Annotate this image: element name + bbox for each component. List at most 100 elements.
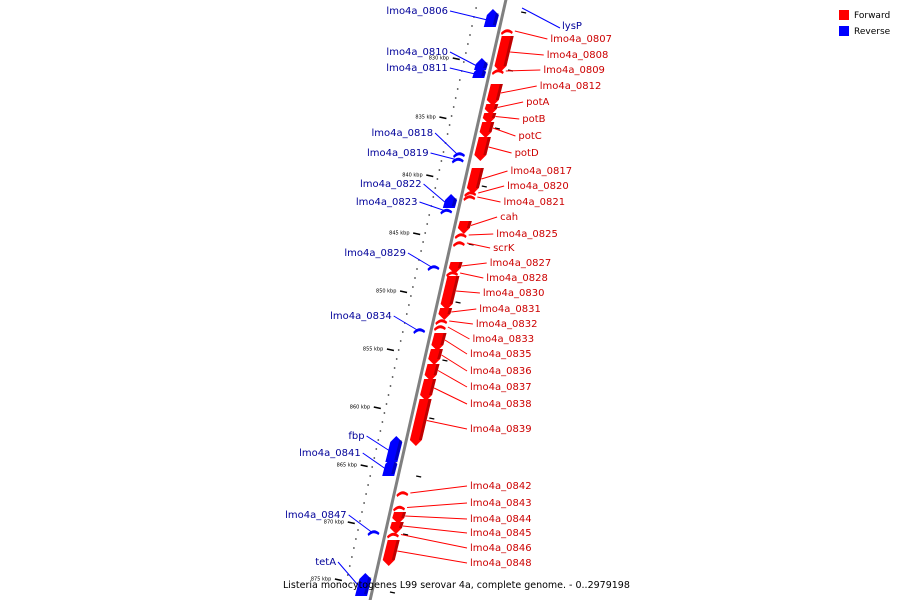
gene-lmo4a_0827-shade [457, 262, 463, 268]
scale-dot [385, 403, 388, 405]
gene-lmo4a_0822-shape [442, 194, 458, 208]
gene-lmo4a_0817-shade [475, 168, 484, 188]
scale-dot [395, 358, 398, 360]
scale-tick-label: 855 kbp [363, 347, 383, 353]
gene-fbp-shade [394, 440, 403, 460]
scale-dot [379, 430, 382, 432]
scale-dot [408, 304, 410, 306]
gene-lmo4a_0817-shape [466, 168, 484, 194]
gene-label-lmo4a_0848: lmo4a_0848 [470, 558, 532, 569]
gene-label-lmo4a_0820: lmo4a_0820 [507, 181, 569, 192]
leader-line-lmo4a_0838 [433, 387, 468, 405]
gene-potC-shade [488, 122, 495, 132]
legend-swatch-reverse [839, 26, 849, 36]
leader-line-lmo4a_0820 [478, 185, 505, 194]
gene-lmo4a_0806 [483, 9, 499, 27]
minor-tick [389, 591, 396, 594]
gene-lmo4a_0809 [491, 69, 504, 75]
leader-line-fbp [366, 435, 391, 452]
gene-cah-shade [466, 221, 472, 228]
scale-dot [446, 133, 449, 135]
scale-dot [414, 277, 416, 279]
gene-potD-shade [483, 137, 491, 155]
scale-dot [436, 178, 439, 180]
scale-tick-label: 830 kbp [429, 56, 449, 62]
gene-potC-shape [479, 122, 495, 138]
gene-label-lmo4a_0841: lmo4a_0841 [299, 448, 361, 459]
leader-line-lmo4a_0810 [449, 51, 478, 67]
scale-dot [471, 25, 473, 27]
scale-dot [344, 583, 347, 585]
gene-lmo4a_0837-shape [424, 364, 440, 381]
gene-label-lmo4a_0817: lmo4a_0817 [511, 166, 573, 177]
gene-lmo4a_0830-shape [440, 276, 460, 310]
scale-tick-label: 845 kbp [389, 231, 409, 237]
scale-dot [377, 439, 380, 441]
scale-dot [373, 457, 376, 459]
gene-lmo4a_0833 [433, 325, 446, 331]
gene-label-lmo4a_0846: lmo4a_0846 [470, 543, 532, 554]
scale-dot [410, 295, 412, 297]
gene-label-lmo4a_0812: lmo4a_0812 [540, 81, 602, 92]
minor-tick [481, 185, 487, 188]
gene-lmo4a_0808-shade [503, 36, 514, 66]
scale-ticks: 830 kbp 835 kbp 840 kbp 845 kbp 850 kbp 855 k… [311, 11, 527, 594]
scale-tick [452, 57, 460, 61]
gene-label-potA: potA [526, 97, 549, 108]
leader-line-lmo4a_0812 [500, 85, 537, 94]
scale-dot [438, 169, 441, 171]
scale-dot [434, 187, 437, 189]
gene-lmo4a_0844 [392, 512, 407, 524]
gene-lmo4a_0841 [382, 458, 398, 476]
leader-line-lmo4a_0821 [477, 196, 501, 203]
gene-label-lmo4a_0806: lmo4a_0806 [386, 6, 448, 17]
leader-line-potB [495, 116, 520, 120]
gene-label-lmo4a_0832: lmo4a_0832 [476, 319, 538, 330]
gene-lmo4a_0825-shape [454, 233, 467, 239]
gene-lmo4a_0837 [424, 364, 440, 381]
legend-label-forward: Forward [854, 11, 890, 21]
gene-potA-shape [484, 104, 499, 115]
scale-dot [412, 286, 414, 288]
gene-label-scrK: scrK [493, 243, 515, 254]
gene-cah [457, 221, 472, 234]
scale-dot [393, 367, 396, 369]
scale-dot [397, 349, 400, 351]
gene-label-lmo4a_0808: lmo4a_0808 [547, 50, 609, 61]
scale-dot [363, 502, 365, 504]
gene-lmo4a_0839-shape [409, 399, 432, 446]
gene-label-lmo4a_0822: lmo4a_0822 [360, 179, 422, 190]
gene-lmo4a_0812-shape [486, 84, 503, 106]
gene-lmo4a_0842-shape [396, 491, 409, 497]
gene-lmo4a_0835-shape [431, 333, 447, 351]
scale-tick [386, 348, 395, 352]
gene-lmo4a_0833-shape [433, 325, 446, 331]
scale-tick [426, 174, 434, 178]
leader-line-lmo4a_0830 [455, 290, 480, 294]
scale-dot [401, 331, 404, 333]
gene-lmo4a_0810 [474, 58, 488, 70]
scale-tick [347, 521, 355, 525]
minor-tick [416, 475, 422, 478]
scale-tick [399, 290, 408, 294]
gene-lmo4a_0812-shade [495, 84, 503, 100]
leader-line-lmo4a_0832 [449, 320, 473, 325]
gene-label-lmo4a_0831: lmo4a_0831 [479, 304, 541, 315]
gene-label-lmo4a_0811: lmo4a_0811 [386, 63, 448, 74]
gene-lmo4a_0811-shade [481, 70, 487, 76]
minor-tick [521, 11, 527, 14]
minor-tick [429, 417, 435, 420]
minor-tick [442, 359, 448, 362]
gene-label-potC: potC [518, 131, 541, 142]
scale-dot [383, 412, 386, 414]
scale-dot [389, 385, 392, 387]
leader-line-lmo4a_0843 [407, 502, 468, 508]
gene-lmo4a_0818-shape [453, 152, 466, 158]
scale-dot [416, 268, 418, 270]
scale-dot [462, 61, 465, 63]
scale-dot [475, 7, 477, 9]
leader-line-lmo4a_0808 [510, 51, 544, 56]
gene-lmo4a_0820 [464, 191, 477, 197]
scale-dot [355, 538, 357, 540]
